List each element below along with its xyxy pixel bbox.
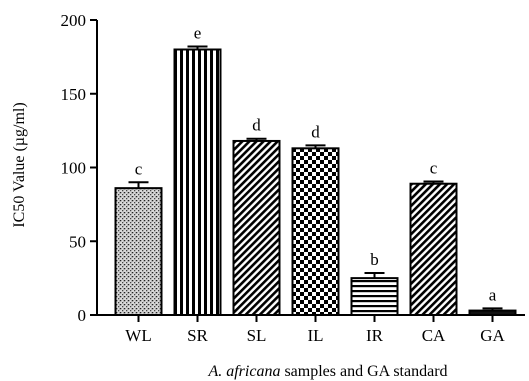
x-tick-label-ca: CA (422, 326, 446, 345)
bar-sr (173, 48, 222, 316)
x-axis-title-italic: A. africana (207, 363, 280, 380)
x-axis-title: A. africana samples and GA standard (207, 363, 447, 380)
y-tick-label: 200 (61, 11, 87, 30)
significance-label-ir: b (370, 250, 379, 269)
bar-wl (114, 187, 163, 316)
x-axis-title-rest: samples and GA standard (280, 363, 447, 380)
significance-label-sr: e (194, 24, 202, 43)
bar-ca (409, 182, 458, 316)
y-tick-label: 0 (78, 306, 87, 325)
y-axis-title: IC50 Value (µg/ml) (11, 102, 28, 227)
x-tick-label-sl: SL (247, 326, 267, 345)
x-tick-label-wl: WL (125, 326, 151, 345)
bar-sl (232, 139, 281, 316)
x-tick-label-sr: SR (187, 326, 208, 345)
significance-label-il: d (311, 122, 320, 141)
y-tick-label: 100 (61, 159, 87, 178)
x-tick-label-il: IL (307, 326, 323, 345)
bar-ir (350, 277, 399, 316)
significance-label-sl: d (252, 116, 261, 135)
significance-label-wl: c (135, 159, 143, 178)
y-tick-label: 50 (69, 232, 86, 251)
x-tick-label-ir: IR (366, 326, 384, 345)
bar-il (291, 147, 340, 316)
x-tick-label-ga: GA (480, 326, 505, 345)
axes-layer: 0 50 100 150 200 WL SR SL IL IR CA GA (61, 11, 525, 345)
significance-label-ca: c (430, 159, 438, 178)
y-tick-label: 150 (61, 85, 87, 104)
bars-layer: c e d d b c a (114, 24, 517, 317)
significance-label-ga: a (489, 285, 497, 304)
